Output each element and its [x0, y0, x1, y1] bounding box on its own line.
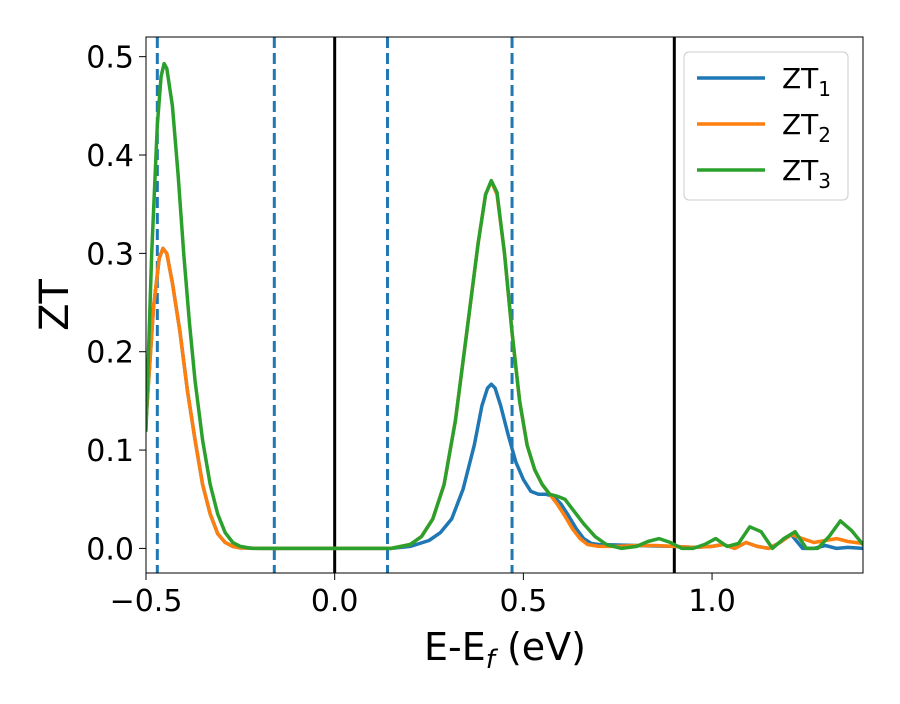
y-tick-label: 0.0 — [86, 532, 134, 567]
series-lines — [146, 61, 863, 551]
x-tick-label: 1.0 — [688, 584, 736, 619]
legend-label-zt3: ZT3 — [782, 154, 831, 193]
legend-box — [683, 51, 849, 201]
x-axis-ticks: −0.5 0.0 0.5 1.0 — [110, 573, 736, 619]
x-tick-label: −0.5 — [110, 584, 183, 619]
x-tick-label: 0.0 — [311, 584, 359, 619]
legend-label-zt2: ZT2 — [782, 108, 831, 147]
series-line-zt3 — [146, 61, 863, 551]
plot-frame — [145, 36, 864, 574]
y-axis-label: ZT — [32, 279, 78, 331]
y-tick-label: 0.1 — [86, 434, 134, 469]
legend-label-zt1: ZT1 — [782, 62, 831, 101]
x-tick-label: 0.5 — [500, 584, 548, 619]
y-tick-label: 0.3 — [86, 237, 134, 272]
y-tick-label: 0.2 — [86, 336, 134, 371]
legend: ZT1 ZT2 ZT3 — [683, 51, 849, 201]
x-axis-label: E-Ef (eV) — [424, 625, 586, 675]
y-tick-label: 0.5 — [86, 41, 134, 76]
y-axis-ticks: 0.0 0.1 0.2 0.3 0.4 0.5 — [86, 41, 146, 567]
y-tick-label: 0.4 — [86, 139, 134, 174]
